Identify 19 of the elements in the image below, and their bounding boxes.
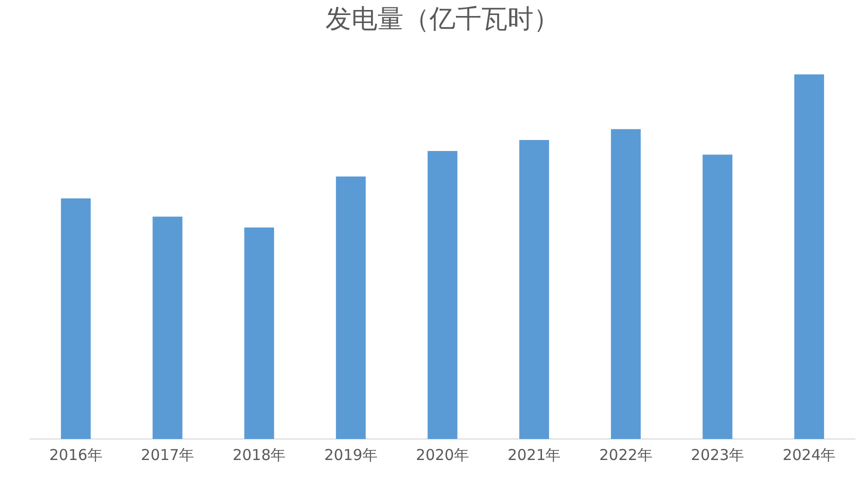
x-tick-label: 2023年 [690, 446, 744, 464]
x-tick-label: 2021年 [508, 446, 561, 464]
bar [610, 129, 641, 439]
x-tick-label: 2017年 [140, 446, 194, 464]
bar [519, 140, 550, 439]
x-tick-label: 2024年 [782, 446, 836, 464]
bar [336, 176, 366, 439]
bar [794, 74, 824, 439]
bar [702, 154, 732, 439]
bar [244, 228, 274, 439]
x-tick-label: 2019年 [324, 446, 378, 464]
x-tick-label: 2022年 [599, 446, 652, 464]
x-tick-label: 2018年 [232, 446, 286, 464]
chart-title: 发电量（亿千瓦时） [326, 4, 560, 34]
bar [428, 150, 458, 439]
bar [60, 198, 91, 439]
x-tick-label: 2020年 [416, 446, 470, 464]
bar [152, 216, 182, 439]
x-tick-label: 2016年 [49, 446, 102, 464]
